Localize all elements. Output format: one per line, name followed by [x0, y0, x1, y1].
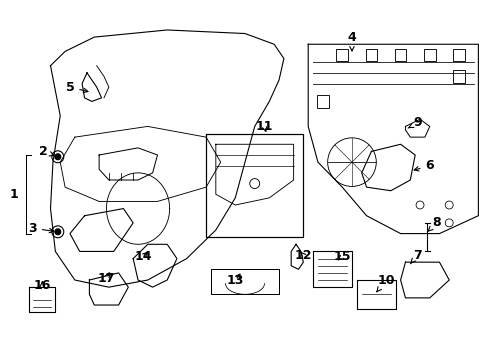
Text: 13: 13 — [226, 274, 244, 287]
Text: 6: 6 — [414, 159, 434, 172]
Text: 10: 10 — [377, 274, 395, 292]
Bar — [453, 70, 465, 83]
Text: 17: 17 — [98, 272, 115, 285]
Text: 4: 4 — [347, 31, 356, 51]
Text: 1: 1 — [10, 188, 19, 201]
Bar — [366, 49, 377, 62]
Text: 2: 2 — [39, 145, 54, 158]
Text: 9: 9 — [408, 116, 422, 129]
Text: 16: 16 — [33, 279, 51, 292]
Bar — [453, 49, 465, 62]
Text: 3: 3 — [28, 222, 54, 235]
Text: 12: 12 — [294, 248, 312, 261]
Bar — [395, 49, 406, 62]
Text: 5: 5 — [66, 81, 88, 94]
Circle shape — [55, 229, 61, 235]
Text: 11: 11 — [256, 120, 273, 133]
Circle shape — [55, 154, 61, 160]
Text: 14: 14 — [134, 250, 151, 263]
Text: 7: 7 — [411, 248, 422, 264]
Text: 15: 15 — [334, 250, 351, 263]
Bar — [337, 49, 348, 62]
Text: 8: 8 — [428, 216, 441, 231]
Bar — [317, 95, 329, 108]
Bar — [424, 49, 436, 62]
